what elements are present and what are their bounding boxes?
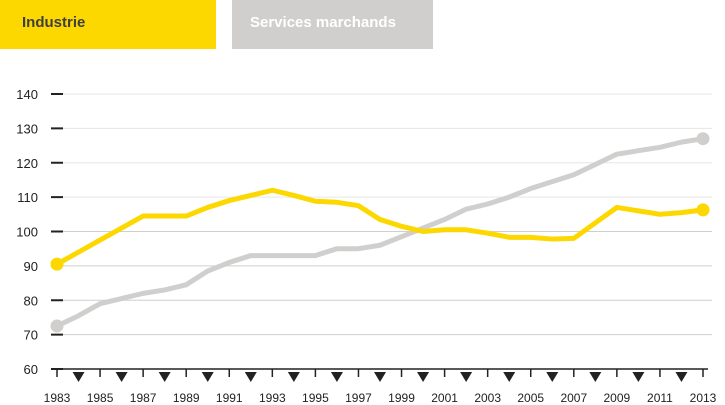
- x-tick-label: 1989: [173, 391, 200, 405]
- legend-services: Services marchands: [232, 0, 433, 49]
- x-tick-label: 1999: [388, 391, 415, 405]
- x-tick-marker: [417, 372, 430, 382]
- series-start-point: [50, 257, 64, 271]
- series-start-point: [50, 319, 64, 333]
- x-tick-marker: [330, 372, 343, 382]
- x-tick-marker: [201, 372, 214, 382]
- x-tick-marker: [632, 372, 645, 382]
- series-end-point: [696, 132, 710, 146]
- y-tick-label: 120: [16, 156, 38, 171]
- x-tick-label: 2005: [517, 391, 544, 405]
- x-tick-label: 2011: [647, 391, 673, 405]
- x-tick-marker: [503, 372, 516, 382]
- x-tick-marker: [115, 372, 128, 382]
- x-tick-marker: [158, 372, 171, 382]
- y-tick-label: 90: [24, 259, 38, 274]
- y-tick-label: 130: [16, 121, 38, 136]
- series-line-services: [55, 136, 704, 329]
- y-tick-label: 100: [16, 225, 38, 240]
- x-tick-label: 1995: [302, 391, 329, 405]
- x-tick-marker: [460, 372, 473, 382]
- legend-services-label: Services marchands: [250, 14, 396, 31]
- x-tick-marker: [546, 372, 559, 382]
- x-tick-label: 1987: [130, 391, 157, 405]
- x-tick-marker: [589, 372, 602, 382]
- y-tick-label: 110: [17, 190, 38, 205]
- x-tick-label: 2003: [474, 391, 501, 405]
- series-line-industrie: [55, 187, 704, 267]
- x-tick-label: 1985: [87, 391, 114, 405]
- x-tick-label: 1983: [44, 391, 71, 405]
- x-tick-marker: [675, 372, 688, 382]
- x-tick-label: 2013: [690, 391, 717, 405]
- x-tick-marker: [374, 372, 386, 382]
- x-tick-label: 1991: [216, 391, 243, 405]
- legend-industrie-label: Industrie: [22, 14, 86, 31]
- x-tick-label: 1997: [345, 391, 372, 405]
- y-tick-label: 70: [24, 328, 38, 343]
- series-end-point: [696, 203, 710, 217]
- x-tick-label: 2007: [560, 391, 587, 405]
- x-tick-marker: [287, 372, 300, 382]
- x-tick-marker: [244, 372, 257, 382]
- x-tick-label: 1993: [259, 391, 286, 405]
- x-tick-label: 2009: [604, 391, 631, 405]
- x-tick-marker: [72, 372, 85, 382]
- y-tick-label: 140: [16, 87, 38, 102]
- legend-industrie: Industrie: [0, 0, 216, 49]
- y-tick-label: 80: [24, 293, 38, 308]
- y-tick-label: 60: [24, 362, 38, 377]
- x-tick-label: 2001: [431, 391, 458, 405]
